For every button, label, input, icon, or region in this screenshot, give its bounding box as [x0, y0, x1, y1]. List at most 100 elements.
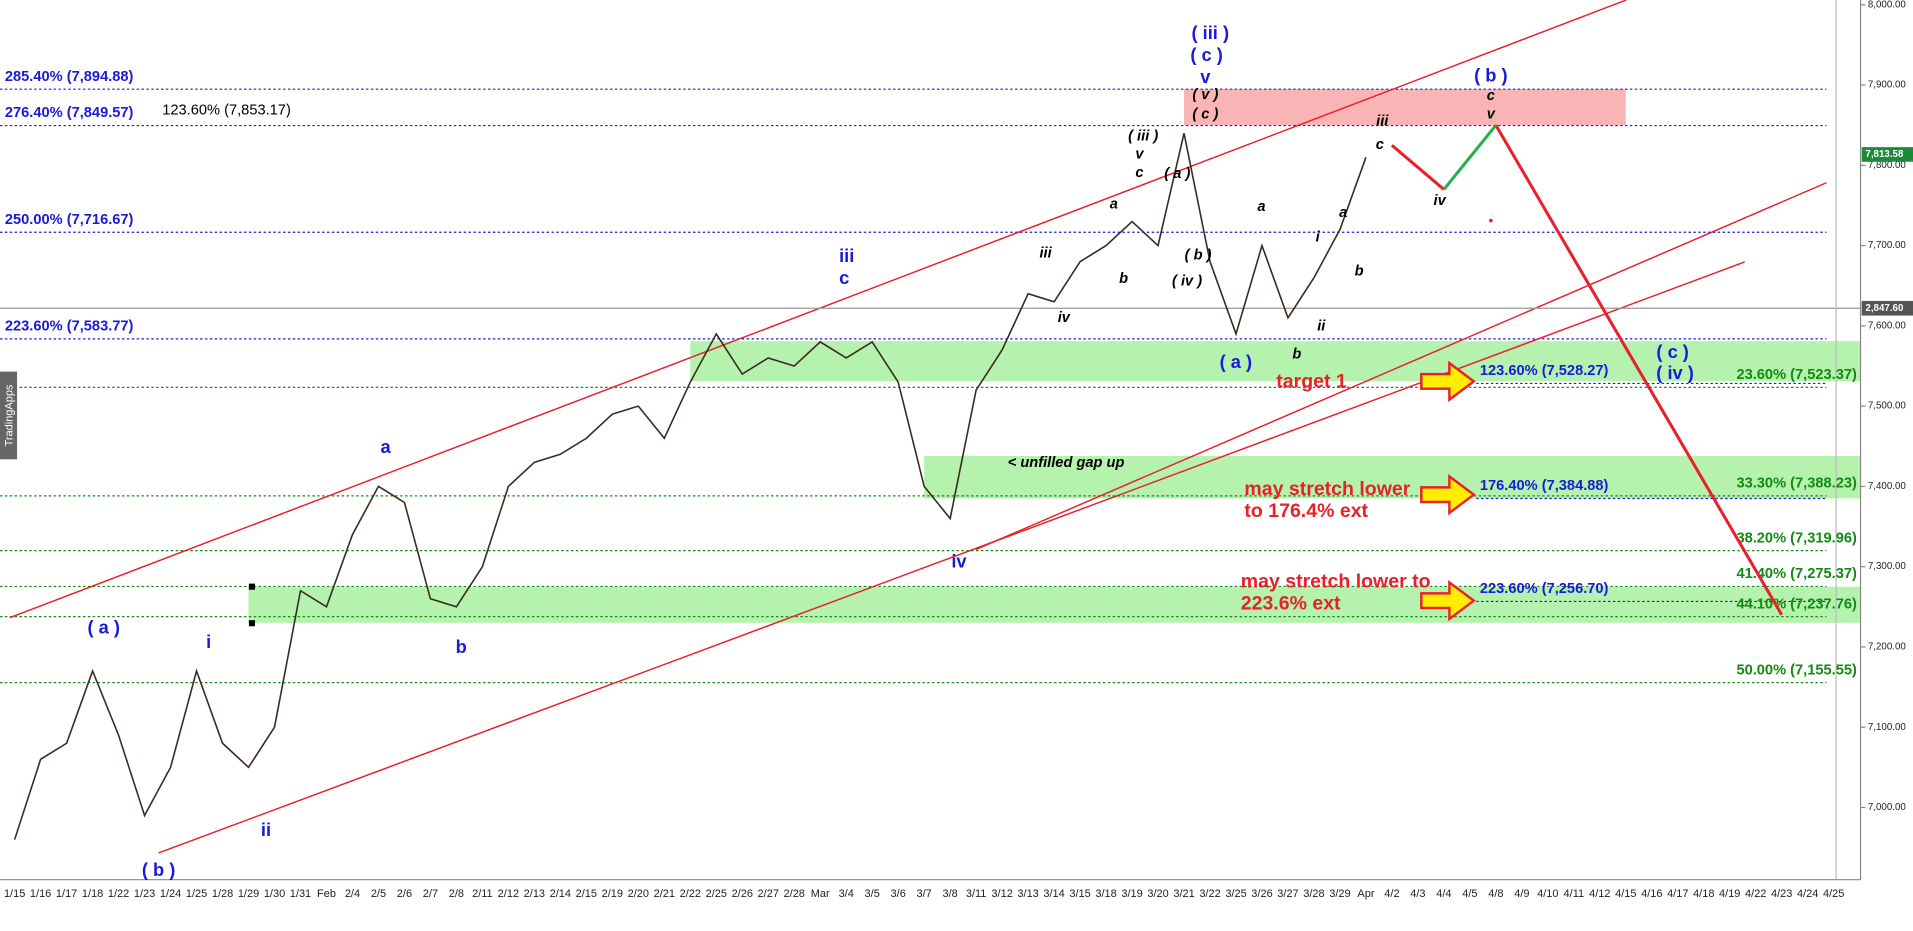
wave-label: ( iii )	[1191, 22, 1229, 43]
x-tick-label: 1/24	[160, 888, 181, 900]
x-tick-label: 4/12	[1589, 888, 1610, 900]
x-tick-label: 4/18	[1693, 888, 1714, 900]
wave-label: a	[1339, 205, 1347, 221]
wave-label: iv	[1434, 193, 1447, 209]
wave-label: c	[1135, 165, 1143, 181]
x-tick-label: 1/31	[290, 888, 311, 900]
x-tick-label: 2/22	[680, 888, 701, 900]
x-tick-label: 2/13	[524, 888, 545, 900]
channel-line	[9, 0, 1627, 619]
x-tick-label: 4/10	[1537, 888, 1558, 900]
levels	[0, 88, 1827, 684]
y-tick-label: 7,900.00	[1868, 80, 1907, 91]
wave-label: iii	[1376, 114, 1389, 130]
y-tick-label: 7,700.00	[1868, 240, 1907, 251]
wave-label: ii	[261, 819, 271, 840]
x-tick-label: 3/4	[839, 888, 854, 900]
wave-label: ( b )	[1474, 65, 1508, 86]
zone	[924, 455, 1861, 499]
x-tick-label: 4/15	[1615, 888, 1636, 900]
zone	[1184, 89, 1626, 126]
level-label: 50.00% (7,155.55)	[1736, 662, 1857, 678]
wave-label: ( b )	[142, 859, 176, 880]
wave-label: v	[1487, 106, 1496, 122]
x-tick-label: 2/12	[498, 888, 519, 900]
y-tick-label: 7,400.00	[1868, 481, 1907, 492]
x-tick-label: 2/26	[732, 888, 753, 900]
x-tick-label: 2/28	[784, 888, 805, 900]
wave-label: c	[1487, 88, 1495, 104]
level-label: 223.60% (7,583.77)	[5, 319, 134, 335]
x-tick-label: 3/6	[891, 888, 906, 900]
wave-label: i	[1316, 229, 1321, 245]
level-label: 44.10% (7,237.76)	[1736, 596, 1857, 612]
x-tick-label: 3/19	[1121, 888, 1142, 900]
wave-label: ( c )	[1190, 44, 1223, 65]
x-tick-label: 3/18	[1095, 888, 1116, 900]
level-label: 23.60% (7,523.37)	[1736, 367, 1857, 383]
price-tag	[1861, 147, 1913, 162]
y-tick-label: 7,600.00	[1868, 320, 1907, 331]
wave-label: c	[839, 267, 849, 288]
x-tick-label: 1/30	[264, 888, 285, 900]
projection-line	[1494, 124, 1784, 616]
wave-label: ( iv )	[1172, 273, 1202, 289]
x-tick-label: 1/15	[4, 888, 25, 900]
level-label: 38.20% (7,319.96)	[1736, 530, 1857, 546]
arrow	[1420, 473, 1476, 516]
wave-label: target 1	[1276, 371, 1347, 393]
wave-label: b	[1292, 346, 1301, 362]
x-tick-label: 2/14	[550, 888, 571, 900]
wave-label: ( a )	[1164, 166, 1190, 182]
x-tick-label: 4/25	[1823, 888, 1844, 900]
x-tick-label: 2/21	[654, 888, 675, 900]
arrow	[1420, 579, 1476, 622]
wave-label: a	[1110, 197, 1118, 213]
x-tick-label: 3/21	[1173, 888, 1194, 900]
y-tick-label: 7,000.00	[1868, 802, 1907, 813]
wave-label: ( b )	[1185, 248, 1212, 264]
y-tick-label: 7,800.00	[1868, 160, 1907, 171]
x-tick-label: 4/4	[1436, 888, 1451, 900]
marker	[248, 620, 255, 627]
x-tick-label: 2/7	[423, 888, 438, 900]
zone	[248, 586, 1861, 623]
wave-label: ( v )	[1192, 87, 1218, 103]
x-tick-label: 2/15	[576, 888, 597, 900]
projection-line	[1390, 144, 1445, 191]
wave-label: b	[1355, 264, 1364, 280]
x-tick-label: 4/2	[1384, 888, 1399, 900]
marker	[248, 583, 255, 590]
level-label: 123.60% (7,528.27)	[1480, 363, 1609, 379]
level-label: 176.40% (7,384.88)	[1480, 478, 1609, 494]
x-tick-label: 4/3	[1410, 888, 1425, 900]
x-tick-label: 3/11	[966, 888, 987, 900]
x-tick-label: 4/16	[1641, 888, 1662, 900]
wave-label: < unfilled gap up	[1008, 455, 1125, 471]
price-tag	[1861, 300, 1913, 316]
y-tick-label: 7,100.00	[1868, 722, 1907, 733]
x-tick-label: Feb	[317, 888, 336, 900]
level-label: 41.40% (7,275.37)	[1736, 566, 1857, 582]
price-line	[13, 133, 1367, 840]
wave-label: may stretch lower	[1244, 478, 1410, 500]
x-tick-label: 3/14	[1043, 888, 1064, 900]
x-tick-label: 2/6	[397, 888, 412, 900]
wave-label: ( iii )	[1128, 128, 1158, 144]
x-tick-label: 2/27	[758, 888, 779, 900]
wave-label: ( c )	[1192, 106, 1218, 122]
wave-label: i	[206, 631, 211, 652]
arrow	[1420, 360, 1476, 403]
wave-label: c	[1376, 137, 1384, 153]
x-tick-label: 2/4	[345, 888, 360, 900]
x-tick-label: Apr	[1357, 888, 1374, 900]
level-label: 33.30% (7,388.23)	[1736, 476, 1857, 492]
level-label: 250.00% (7,716.67)	[5, 212, 134, 228]
x-tick-label: 3/26	[1251, 888, 1272, 900]
x-tick-label: 3/20	[1147, 888, 1168, 900]
x-tick-label: 4/11	[1564, 888, 1585, 900]
wave-label: b	[456, 636, 467, 657]
wave-label: a	[1257, 199, 1265, 215]
x-tick-label: 4/19	[1719, 888, 1740, 900]
y-tick-label: 7,500.00	[1868, 401, 1907, 412]
